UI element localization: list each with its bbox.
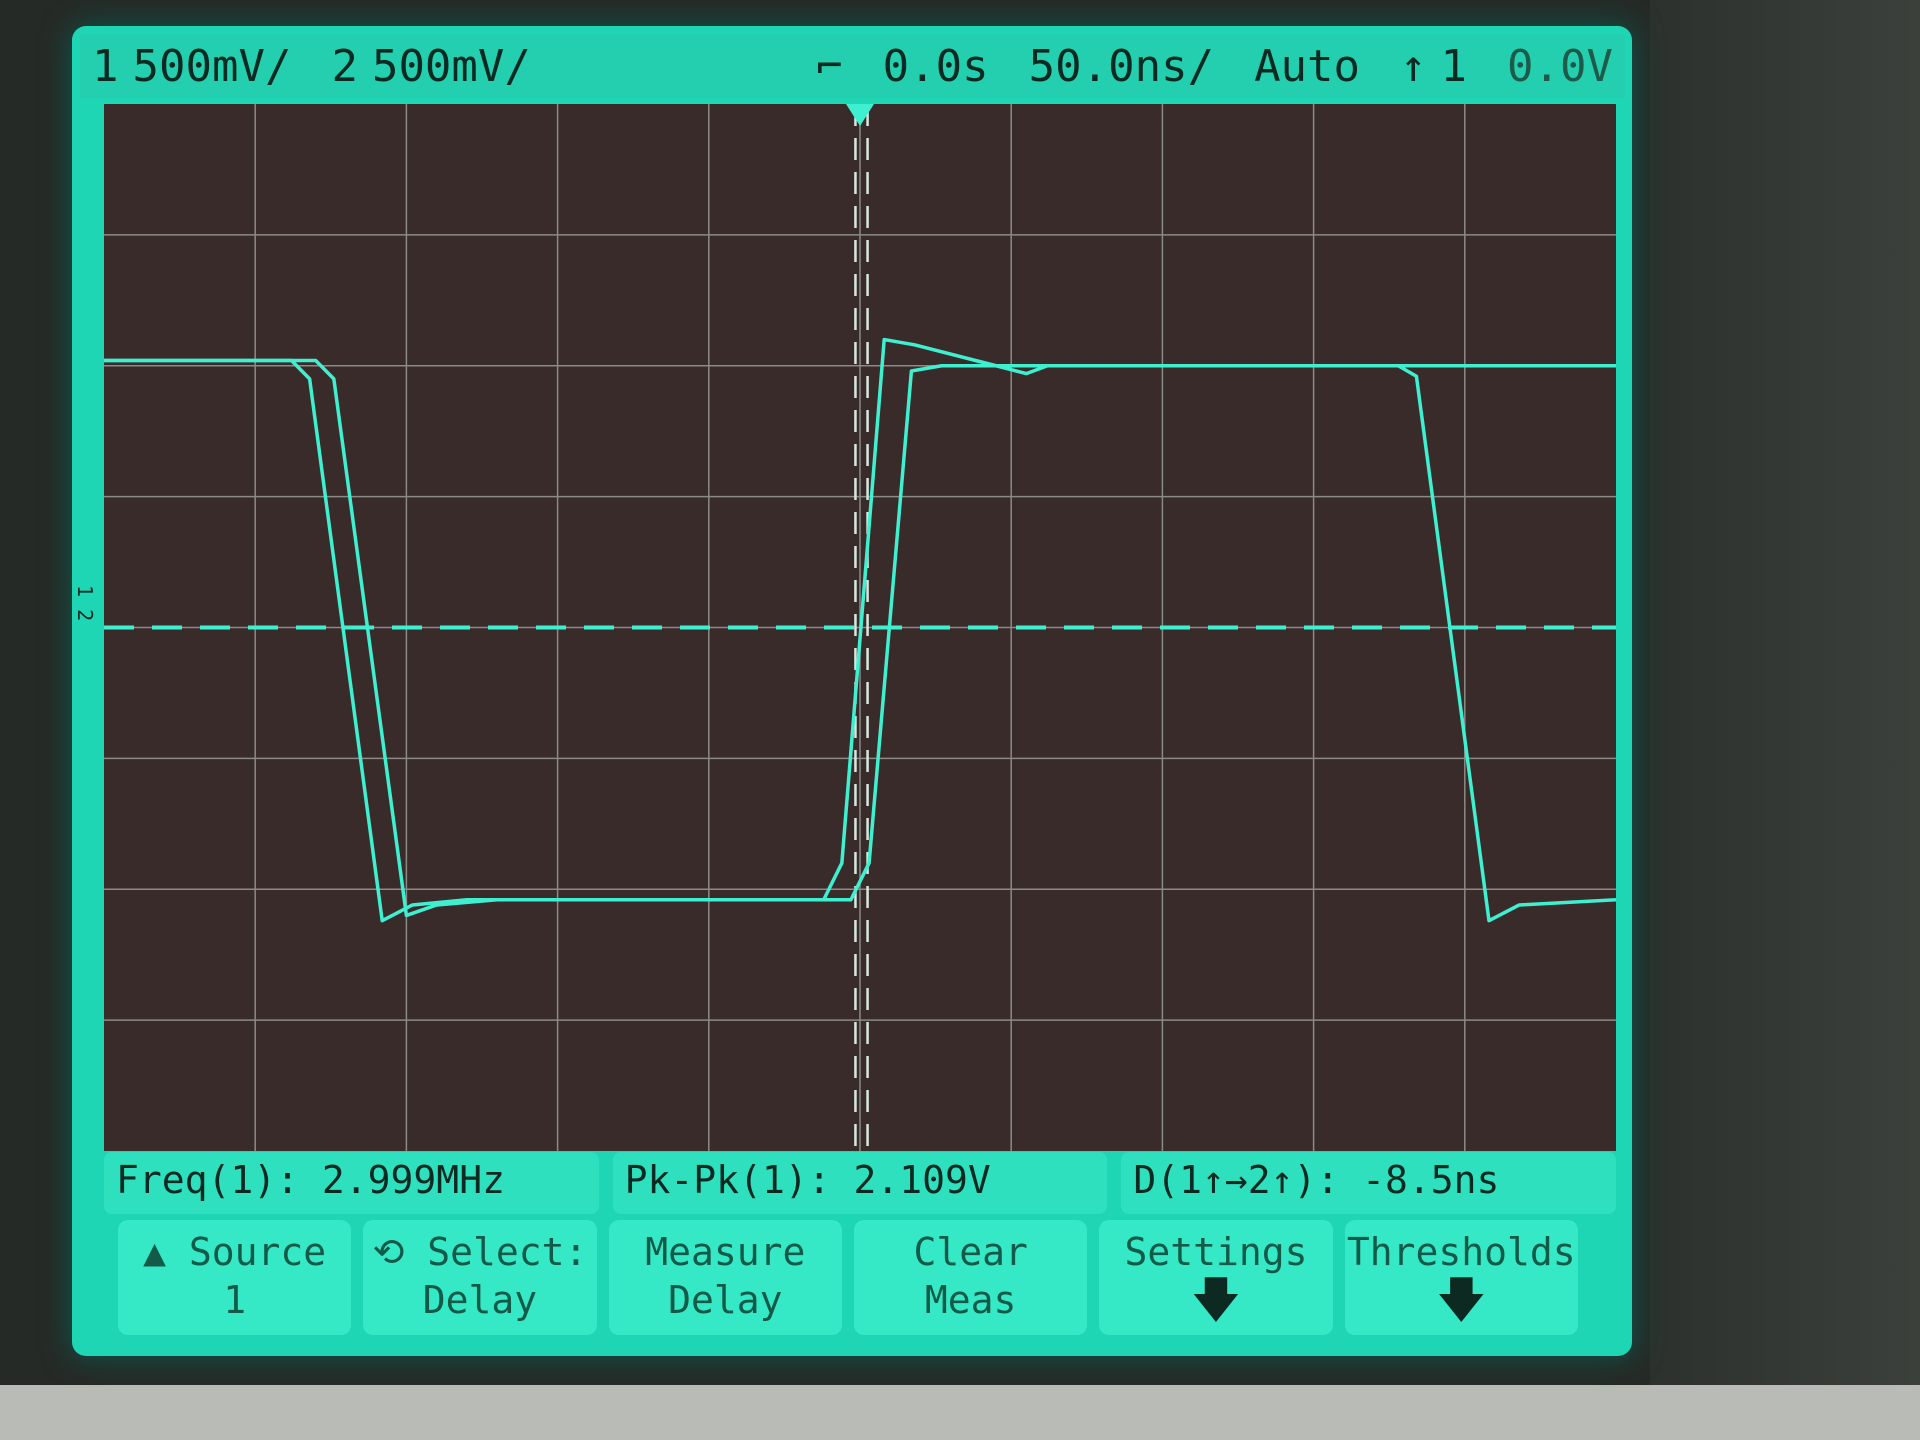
softkey-label: Thresholds [1346, 1230, 1576, 1274]
arrow-down-icon: 🡇 [1191, 1272, 1241, 1328]
softkey-value: Delay [668, 1278, 783, 1322]
trace-channel-2 [104, 358, 1616, 918]
softkey-label: ▲ Source [143, 1230, 327, 1274]
softkey-value: Meas [924, 1278, 1017, 1322]
time-scale: 50.0ns/ [1028, 40, 1215, 92]
meas-label: Pk-Pk(1): [624, 1158, 831, 1202]
measurement-pkpk: Pk-Pk(1): 2.109V [612, 1152, 1108, 1214]
softkey-label: ⟲ Select: [372, 1230, 588, 1274]
softkey-settings[interactable]: Settings 🡇 [1099, 1220, 1333, 1335]
bezel-right [1650, 0, 1920, 1385]
softkey-row: ▲ Source 1 ⟲ Select: Delay Measure Delay Cl… [118, 1220, 1578, 1335]
softkey-measure-delay[interactable]: Measure Delay [608, 1220, 842, 1335]
ch1-scale: 500mV/ [132, 40, 292, 92]
waveform-svg [104, 104, 1616, 1151]
softkey-value: Delay [422, 1278, 538, 1322]
meas-value: 2.109V [853, 1158, 991, 1202]
measurement-delay: D(1↑→2↑): -8.5ns [1121, 1152, 1617, 1214]
softkey-select[interactable]: ⟲ Select: Delay [363, 1220, 597, 1335]
waveform-display [104, 104, 1616, 1151]
trigger-level: 0.0V [1507, 40, 1613, 92]
trigger-mode: Auto [1254, 40, 1361, 92]
softkey-thresholds[interactable]: Thresholds 🡇 [1344, 1220, 1578, 1335]
meas-label: D(1↑→2↑): [1133, 1158, 1340, 1202]
meas-label: Freq(1): [116, 1158, 300, 1202]
arrow-down-icon: 🡇 [1436, 1272, 1486, 1328]
trace-channel-1 [104, 337, 1616, 923]
bezel-bottom [0, 1385, 1920, 1440]
softkey-value: 1 [223, 1278, 247, 1322]
softkey-clear-meas[interactable]: Clear Meas [853, 1220, 1088, 1335]
softkey-label: Clear [913, 1230, 1028, 1274]
meas-value: -8.5ns [1362, 1158, 1500, 1202]
trigger-source: 1 [1440, 40, 1468, 92]
softkey-label: Settings [1124, 1230, 1308, 1274]
ground-marker: 1 2 [73, 585, 97, 622]
trigger-marker-icon [846, 104, 874, 126]
ch2-label: 2 [331, 40, 358, 92]
meas-value: 2.999MHz [321, 1158, 505, 1202]
trigger-position-icon: ⌐ [816, 40, 843, 92]
ch2-scale: 500mV/ [371, 40, 531, 92]
ch1-label: 1 [92, 40, 119, 92]
softkey-label: Measure [645, 1230, 806, 1274]
status-bar: 1 500mV/ 2 500mV/ ⌐ 0.0s 50.0ns/ Auto ↑ … [80, 34, 1625, 98]
measurement-freq: Freq(1): 2.999MHz [104, 1152, 599, 1214]
softkey-source[interactable]: ▲ Source 1 [118, 1220, 352, 1335]
measurement-bar: Freq(1): 2.999MHz Pk-Pk(1): 2.109V D(1↑→… [104, 1152, 1617, 1214]
trigger-slope-icon: ↑ [1400, 40, 1427, 92]
time-delay: 0.0s [882, 40, 989, 92]
